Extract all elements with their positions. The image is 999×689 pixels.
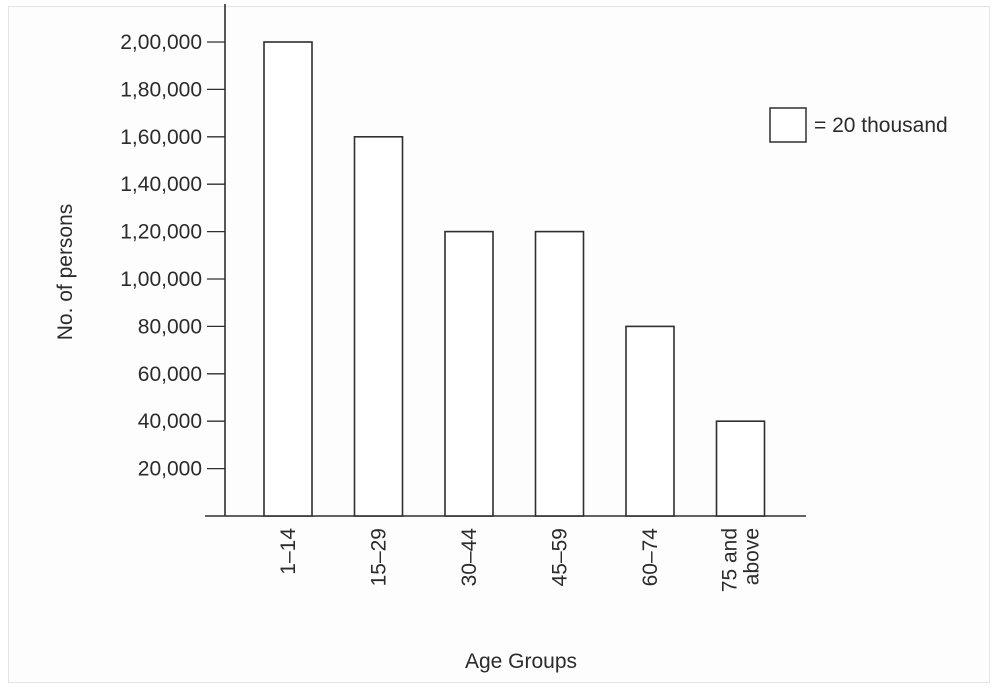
legend-swatch [769,107,807,143]
x-tick-label: 30–44 [458,528,481,587]
y-tick-label: 60,000 [138,363,202,386]
y-tick-label: 1,60,000 [120,126,202,149]
bar [534,230,585,517]
y-axis [207,4,226,516]
y-axis-title: No. of persons [54,204,77,341]
x-tick-label: 75 andabove [719,528,764,592]
bar [353,136,404,517]
y-tick-label: 1,20,000 [120,221,202,244]
bar [715,420,766,517]
y-tick-label: 20,000 [138,458,202,481]
bars [263,41,766,517]
x-tick-labels: 1–14 15–29 30–44 45–59 60–74 75 andabove [277,528,764,593]
y-tick-label: 40,000 [138,410,202,433]
bar [444,230,494,517]
y-tick-label: 1,80,000 [120,78,202,101]
legend-label: = 20 thousand [814,114,948,137]
bar [263,41,313,517]
x-tick-label: 15–29 [368,528,391,586]
y-tick-label: 1,40,000 [120,173,202,196]
y-tick-labels: 20,000 40,000 60,000 80,000 1,00,000 1,20,000… [120,31,202,481]
y-tick-label: 1,00,000 [120,268,202,291]
y-tick-label: 2,00,000 [120,31,202,54]
y-tick-label: 80,000 [138,315,202,338]
chart-frame [8,6,990,683]
bar [625,325,675,517]
x-tick-label: 45–59 [549,528,572,586]
x-tick-label: 60–74 [639,528,662,587]
x-axis-title: Age Groups [465,650,577,673]
legend: = 20 thousand [769,107,948,143]
x-tick-label: 1–14 [277,528,300,575]
